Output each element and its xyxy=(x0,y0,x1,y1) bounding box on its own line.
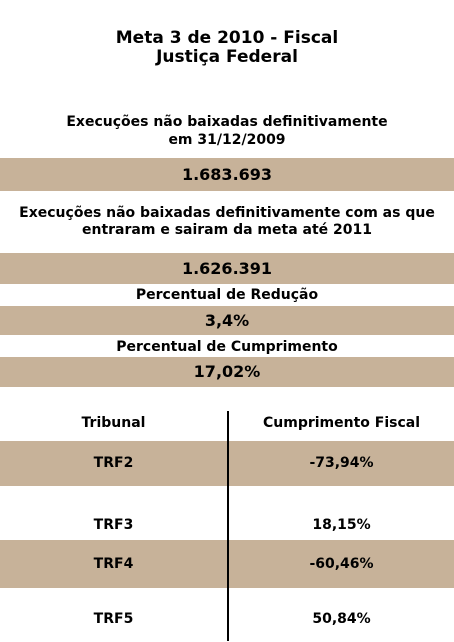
tribunal-cell: TRF5 xyxy=(93,611,134,627)
executions-meta-label-line2: entraram e sairam da meta até 2011 xyxy=(82,222,372,238)
fulfillment-value: 17,02% xyxy=(0,357,454,387)
reduction-value: 3,4% xyxy=(0,306,454,335)
table-row: TRF5 50,84% xyxy=(0,597,454,642)
table-header-tribunal: Tribunal xyxy=(81,415,146,431)
tribunal-cell: TRF3 xyxy=(93,517,134,533)
table-header-cumprimento: Cumprimento Fiscal xyxy=(262,415,421,431)
executions-label-line2: em 31/12/2009 xyxy=(168,132,286,148)
value-cell: 50,84% xyxy=(312,611,371,627)
reduction-label: Percentual de Redução xyxy=(135,287,319,303)
fulfillment-label: Percentual de Cumprimento xyxy=(116,339,338,355)
page-title: Meta 3 de 2010 - Fiscal xyxy=(115,28,339,48)
tribunal-cell: TRF4 xyxy=(93,556,134,572)
executions-meta-label-line1: Execuções não baixadas definitivamente c… xyxy=(19,205,435,221)
executions-label-line1: Execuções não baixadas definitivamente xyxy=(66,114,388,130)
fulfillment-table: Tribunal Cumprimento Fiscal TRF2 -73,94%… xyxy=(0,405,454,641)
executions-value: 1.683.693 xyxy=(0,158,454,191)
table-row: TRF3 18,15% xyxy=(0,503,454,548)
value-cell: 18,15% xyxy=(312,517,371,533)
page-subtitle: Justiça Federal xyxy=(156,47,298,67)
tribunal-cell: TRF2 xyxy=(93,455,134,471)
value-cell: -73,94% xyxy=(309,455,374,471)
value-cell: -60,46% xyxy=(309,556,374,572)
column-divider xyxy=(227,411,229,641)
executions-meta-value: 1.626.391 xyxy=(0,253,454,284)
